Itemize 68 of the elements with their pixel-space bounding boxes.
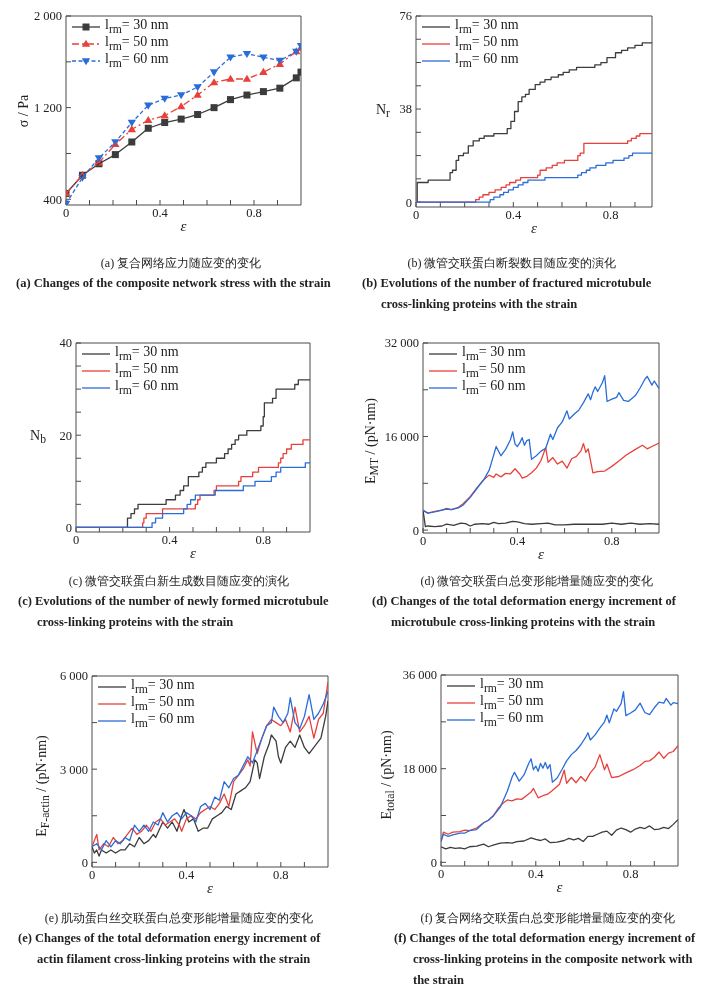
y-tick-label: 3 000 xyxy=(59,762,88,777)
x-tick-label: 0.4 xyxy=(161,532,179,547)
legend-label: l$_{rm}$= 30 nm xyxy=(455,16,519,36)
x-tick-label: 0.4 xyxy=(509,533,526,548)
y-tick-label: 20 xyxy=(59,428,72,443)
text: (a) 复合网络应力随应变的变化 xyxy=(100,256,262,270)
y-tick-label: 6 000 xyxy=(59,669,88,684)
y-tick-label: 36 000 xyxy=(402,668,437,683)
legend-label: l$_{rm}$= 30 nm xyxy=(131,676,195,696)
y-tick-label: 18 000 xyxy=(402,762,437,777)
legend-label: l$_{rm}$= 30 nm xyxy=(115,343,179,363)
legend-label: l$_{rm}$= 50 nm xyxy=(480,692,544,712)
legend-label: l$_{rm}$= 50 nm xyxy=(115,360,179,380)
y-tick-label: 76 xyxy=(399,9,412,24)
x-tick-label: 0.4 xyxy=(527,866,545,881)
x-axis-title: ε xyxy=(207,879,213,896)
y-tick-label: 38 xyxy=(399,102,412,117)
text: (f) 复合网络交联蛋白总变形能增量随应变的变化 xyxy=(420,911,676,925)
text: (e) Changes of the total deformation energy increment of actin filament cross-linking proteins with the strain xyxy=(18,931,321,966)
y-axis-title: σ / Pa xyxy=(16,94,31,127)
x-tick-label: 0.4 xyxy=(178,867,195,882)
text: (a) Changes of the composite network stress with the strain xyxy=(16,276,331,290)
y-tick-label: 40 xyxy=(59,336,72,351)
legend-label: l$_{rm}$= 30 nm xyxy=(105,16,169,36)
y-tick-label: 0 xyxy=(65,520,72,535)
text: (b) Evolutions of the number of fractured microtubule cross-linking proteins with the strain xyxy=(362,276,652,311)
legend-label: l$_{rm}$= 60 nm xyxy=(480,709,544,731)
legend-label: l$_{rm}$= 60 nm xyxy=(462,377,526,399)
x-tick-label: 0.4 xyxy=(152,205,169,220)
x-axis-title: ε xyxy=(180,217,187,234)
y-tick-label: 1 200 xyxy=(33,101,62,116)
text: (d) Changes of the total deformation energy increment of microtubule cross-linking proteins with the strain xyxy=(372,594,676,629)
x-axis-title: ε xyxy=(531,219,537,236)
legend-label: l$_{rm}$= 50 nm xyxy=(462,360,526,380)
text: (b) 微管交联蛋白断裂数目随应变的演化 xyxy=(407,256,617,270)
y-axis-title: N$_{r}$ xyxy=(375,101,391,120)
legend-label: l$_{rm}$= 60 nm xyxy=(131,710,195,732)
legend-label: l$_{rm}$= 30 nm xyxy=(462,343,526,363)
x-tick-label: 0.8 xyxy=(622,866,639,881)
legend-label: l$_{rm}$= 30 nm xyxy=(480,675,544,695)
x-axis-title: ε xyxy=(190,544,196,561)
text: (e) 肌动蛋白丝交联蛋白总变形能增量随应变的变化 xyxy=(44,911,314,925)
text: (d) 微管交联蛋白总变形能增量随应变的变化 xyxy=(420,574,654,588)
x-tick-label: 0.8 xyxy=(603,533,620,548)
text: (c) 微管交联蛋白新生成数目随应变的演化 xyxy=(68,574,290,588)
y-tick-label: 16 000 xyxy=(384,429,419,444)
legend-label: l$_{rm}$= 60 nm xyxy=(105,50,169,72)
y-tick-label: 32 000 xyxy=(384,336,419,351)
legend-label: l$_{rm}$= 50 nm xyxy=(131,693,195,713)
x-tick-label: 0.4 xyxy=(505,207,522,222)
y-axis-title: N$_{b}$ xyxy=(30,427,46,446)
x-tick-label: 0.8 xyxy=(255,532,272,547)
x-tick-label: 0.8 xyxy=(246,205,262,220)
y-tick-label: 0 xyxy=(405,195,412,210)
legend-label: l$_{rm}$= 60 nm xyxy=(115,377,179,399)
x-tick-label: 0.8 xyxy=(272,867,289,882)
text: (f) Changes of the total deformation energy increment of cross-linking proteins in the composite network with the strain xyxy=(394,931,696,987)
text: (c) Evolutions of the number of newly formed microtubule cross-linking proteins with the strain xyxy=(18,594,329,629)
y-tick-label: 400 xyxy=(43,192,62,207)
legend-label: l$_{rm}$= 50 nm xyxy=(105,33,169,53)
legend-label: l$_{rm}$= 50 nm xyxy=(455,33,519,53)
x-axis-title: ε xyxy=(538,545,544,562)
y-tick-label: 0 xyxy=(430,855,437,870)
legend-label: l$_{rm}$= 60 nm xyxy=(455,50,519,72)
x-axis-title: ε xyxy=(556,878,563,895)
x-tick-label: 0.8 xyxy=(602,207,619,222)
y-tick-label: 0 xyxy=(81,855,88,870)
y-tick-label: 2 000 xyxy=(33,9,62,24)
